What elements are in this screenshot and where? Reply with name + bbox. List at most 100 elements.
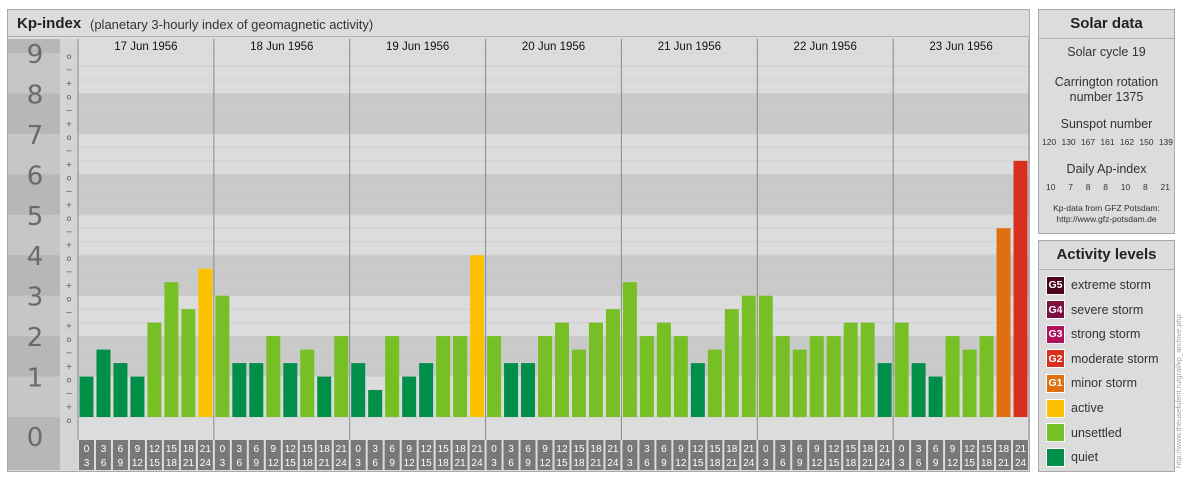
activity-panel-header: Activity levels [1039,246,1174,270]
kp-bar [538,336,552,417]
interval-label-cell [299,440,315,470]
kp-band [78,255,1029,296]
interval-start-label: 21 [879,444,891,455]
interval-end-label: 9 [118,458,124,469]
minor-tick-label: − [66,268,73,277]
interval-start-label: 21 [743,444,755,455]
interval-label-cell [639,440,655,470]
kp-bar [1013,160,1028,417]
interval-start-label: 0 [220,444,226,455]
interval-end-label: 12 [132,458,144,469]
interval-end-label: 24 [607,458,619,469]
interval-label-cell [622,440,638,470]
day-label: 20 Jun 1956 [522,41,585,53]
minor-tick-column [60,39,78,470]
carrington-line-2: number 1375 [1069,90,1144,104]
interval-start-label: 3 [237,444,243,455]
kp-bar [317,376,332,417]
interval-start-label: 12 [828,444,840,455]
legend-swatch [1046,423,1065,443]
kp-bar [792,349,807,417]
minor-tick-label: o [67,92,72,101]
kp-band [78,93,1029,134]
minor-tick-label: + [66,79,73,88]
minor-tick-label: o [67,295,72,304]
interval-start-label: 15 [438,444,450,455]
kp-bar [215,295,230,417]
kp-bar [96,349,111,417]
kp-bar [707,349,722,417]
kp-bar [470,255,485,417]
interval-start-label: 15 [166,444,178,455]
interval-end-label: 18 [709,458,721,469]
kp-bar [198,268,213,417]
interval-start-label: 6 [389,444,395,455]
interval-start-label: 3 [508,444,514,455]
source-link[interactable]: http://www.gfz-potsdam.de [1056,214,1157,224]
ap-index-value: 8 [1085,182,1091,192]
day-label: 17 Jun 1956 [114,41,177,53]
interval-start-label: 6 [525,444,531,455]
interval-end-label: 6 [372,458,378,469]
interval-label-cell [962,440,978,470]
interval-end-label: 21 [590,458,602,469]
interval-start-label: 18 [998,444,1010,455]
interval-end-label: 3 [763,458,769,469]
minor-tick-label: o [67,416,72,425]
interval-label-cell [996,440,1012,470]
interval-start-label: 6 [254,444,260,455]
kp-band [78,133,1029,175]
interval-end-label: 12 [268,458,280,469]
interval-label-cell [877,440,893,470]
kp-bar [605,309,620,417]
minor-tick-label: + [66,241,73,250]
interval-label-cell [163,440,179,470]
legend-item: active [1046,398,1104,418]
interval-end-label: 24 [743,458,755,469]
interval-end-label: 21 [319,458,331,469]
ap-index-title: Daily Ap-index [1066,162,1147,176]
minor-tick-label: o [67,254,72,263]
interval-label-cell [231,440,247,470]
interval-end-label: 9 [797,458,803,469]
interval-end-label: 12 [947,458,959,469]
interval-end-label: 3 [899,458,905,469]
interval-start-label: 15 [845,444,857,455]
interval-start-label: 15 [981,444,993,455]
interval-end-label: 21 [455,458,467,469]
kp-bar [419,363,434,417]
interval-label-cell [418,440,434,470]
kp-bar [453,336,468,417]
interval-label-cell [758,440,774,470]
kp-bar [113,363,128,417]
interval-end-label: 18 [981,458,993,469]
solar-cycle: Solar cycle 19 [1067,45,1146,59]
interval-end-label: 3 [627,458,633,469]
interval-end-label: 15 [556,458,568,469]
sunspot-value: 162 [1119,137,1135,147]
y-axis-stripe [8,295,60,337]
interval-label-cell [469,440,485,470]
interval-start-label: 3 [101,444,107,455]
interval-end-label: 3 [491,458,497,469]
legend-item: G1 minor storm [1046,373,1137,393]
minor-tick-label: o [67,376,72,385]
interval-end-label: 9 [254,458,260,469]
minor-tick-label: + [66,160,73,169]
interval-start-label: 15 [709,444,721,455]
interval-start-label: 3 [644,444,650,455]
interval-start-label: 9 [406,444,412,455]
y-axis-stripe [8,133,60,175]
kp-chart-panel: Kp-index (planetary 3-hourly index of ge… [7,9,1030,472]
minor-tick-label: − [66,146,73,155]
interval-label-cell [537,440,553,470]
kp-bar [266,336,281,417]
interval-end-label: 6 [644,458,650,469]
interval-end-label: 18 [845,458,857,469]
y-tick-label: 7 [27,121,44,151]
sunspot-value: 130 [1061,137,1076,147]
interval-start-label: 12 [421,444,433,455]
interval-end-label: 9 [525,458,531,469]
kp-bar [809,336,824,417]
interval-start-label: 18 [726,444,738,455]
